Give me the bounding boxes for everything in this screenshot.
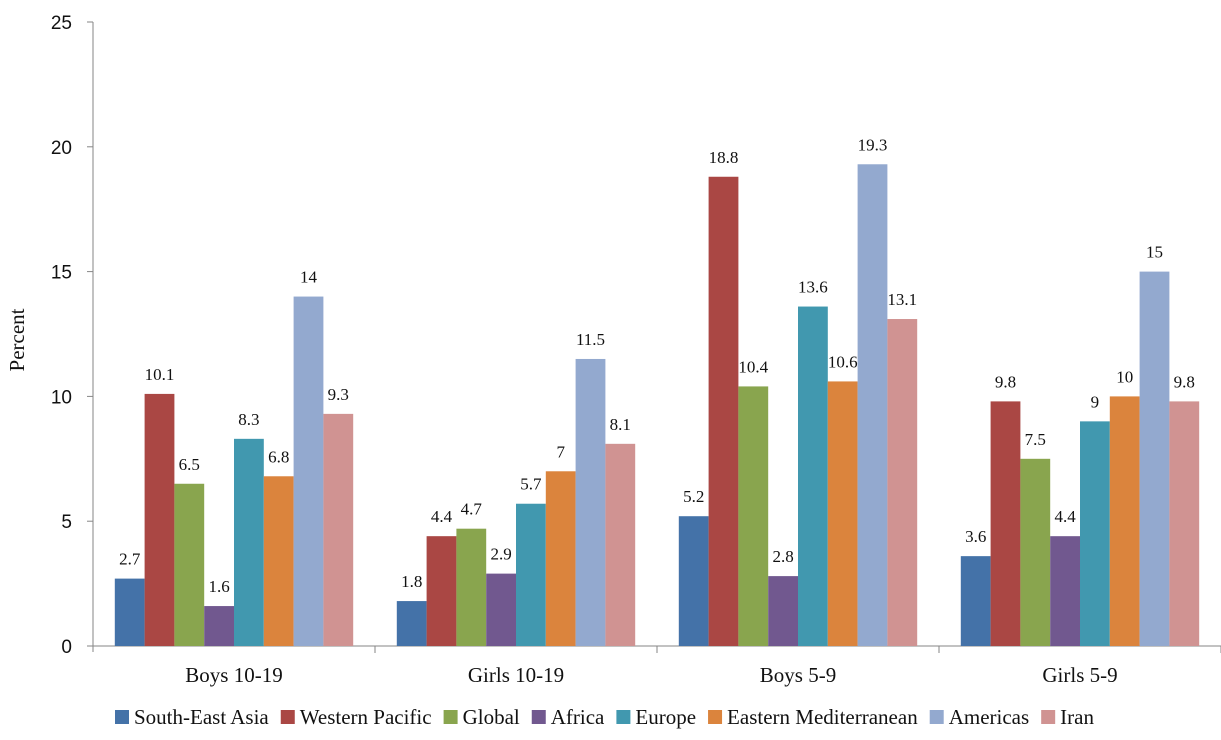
bar-iran bbox=[323, 413, 354, 646]
data-label: 6.8 bbox=[268, 447, 289, 466]
legend-label: Americas bbox=[949, 705, 1029, 729]
bar-europe bbox=[234, 438, 264, 646]
bar-eastern-mediterranean bbox=[545, 471, 576, 646]
bar-eastern-mediterranean bbox=[1109, 396, 1140, 646]
data-label: 6.5 bbox=[179, 455, 200, 474]
data-label: 9 bbox=[1091, 392, 1100, 411]
legend-label: Iran bbox=[1060, 705, 1094, 729]
legend-swatch bbox=[616, 710, 631, 724]
data-label: 4.4 bbox=[431, 507, 453, 526]
data-label: 19.3 bbox=[858, 135, 888, 154]
data-label: 13.1 bbox=[887, 290, 917, 309]
bar-south-east-asia bbox=[114, 578, 145, 646]
data-label: 9.8 bbox=[995, 372, 1016, 391]
bar-americas bbox=[293, 296, 324, 646]
data-label: 11.5 bbox=[576, 330, 605, 349]
y-tick-label: 5 bbox=[61, 512, 72, 533]
x-tick-label: Girls 10-19 bbox=[468, 663, 564, 687]
bar-south-east-asia bbox=[960, 556, 991, 646]
data-label: 4.7 bbox=[461, 500, 483, 519]
bar-western-pacific bbox=[708, 176, 739, 646]
y-tick-label: 20 bbox=[51, 138, 72, 159]
data-label: 9.8 bbox=[1174, 372, 1195, 391]
legend-swatch bbox=[708, 710, 723, 724]
x-tick-label: Boys 10-19 bbox=[185, 663, 282, 687]
data-label: 8.3 bbox=[238, 410, 259, 429]
data-label: 2.8 bbox=[772, 547, 793, 566]
bar-africa bbox=[1050, 536, 1080, 646]
bar-iran bbox=[1169, 401, 1200, 646]
bar-iran bbox=[605, 443, 636, 646]
data-label: 3.6 bbox=[965, 527, 986, 546]
y-tick-label: 25 bbox=[51, 13, 72, 34]
data-label: 14 bbox=[300, 268, 318, 287]
data-label: 1.6 bbox=[208, 577, 229, 596]
data-label: 10.1 bbox=[145, 365, 175, 384]
legend-label: South-East Asia bbox=[134, 705, 269, 729]
data-label: 4.4 bbox=[1054, 507, 1076, 526]
bar-africa bbox=[768, 576, 798, 646]
data-label: 8.1 bbox=[610, 415, 631, 434]
bar-europe bbox=[1080, 421, 1110, 646]
legend-swatch bbox=[280, 710, 295, 724]
bar-western-pacific bbox=[144, 393, 175, 646]
data-label: 13.6 bbox=[798, 278, 828, 297]
legend-swatch bbox=[443, 710, 458, 724]
x-tick-label: Girls 5-9 bbox=[1042, 663, 1117, 687]
data-label: 5.2 bbox=[683, 487, 704, 506]
data-label: 18.8 bbox=[709, 148, 739, 167]
bar-americas bbox=[1139, 271, 1170, 646]
bar-eastern-mediterranean bbox=[263, 476, 294, 646]
bar-europe bbox=[798, 306, 828, 646]
y-tick-label: 15 bbox=[51, 263, 72, 284]
bar-europe bbox=[516, 503, 546, 646]
bar-africa bbox=[204, 606, 234, 646]
bar-western-pacific bbox=[426, 536, 457, 646]
data-label: 1.8 bbox=[401, 572, 422, 591]
data-label: 10.6 bbox=[828, 352, 858, 371]
data-label: 15 bbox=[1146, 243, 1163, 262]
legend-label: Africa bbox=[551, 705, 605, 729]
x-tick-label: Boys 5-9 bbox=[760, 663, 836, 687]
data-label: 2.7 bbox=[119, 550, 141, 569]
data-label: 10.4 bbox=[738, 357, 768, 376]
bar-eastern-mediterranean bbox=[827, 381, 858, 646]
legend-label: Eastern Mediterranean bbox=[727, 705, 918, 729]
data-label: 7 bbox=[556, 442, 565, 461]
y-tick-label: 0 bbox=[61, 637, 72, 658]
bar-western-pacific bbox=[990, 401, 1021, 646]
bar-south-east-asia bbox=[396, 601, 427, 646]
legend-swatch bbox=[1041, 710, 1056, 724]
data-label: 2.9 bbox=[490, 545, 511, 564]
bar-africa bbox=[486, 573, 516, 646]
bar-global bbox=[456, 528, 487, 646]
legend-swatch bbox=[531, 710, 546, 724]
legend-label: Western Pacific bbox=[300, 705, 432, 729]
bar-americas bbox=[575, 358, 606, 646]
bar-americas bbox=[857, 164, 888, 646]
legend-swatch bbox=[929, 710, 944, 724]
data-label: 7.5 bbox=[1025, 430, 1046, 449]
bar-south-east-asia bbox=[678, 516, 709, 646]
y-axis-title: Percent bbox=[5, 308, 29, 371]
bar-global bbox=[738, 386, 769, 646]
bar-global bbox=[174, 483, 205, 646]
data-label: 5.7 bbox=[520, 475, 542, 494]
legend-label: Global bbox=[463, 705, 520, 729]
bar-global bbox=[1020, 458, 1051, 646]
legend-label: Europe bbox=[635, 705, 696, 729]
y-tick-label: 10 bbox=[51, 387, 72, 408]
data-label: 10 bbox=[1116, 367, 1133, 386]
data-label: 9.3 bbox=[328, 385, 349, 404]
legend-swatch bbox=[115, 710, 130, 724]
bar-iran bbox=[887, 319, 918, 646]
